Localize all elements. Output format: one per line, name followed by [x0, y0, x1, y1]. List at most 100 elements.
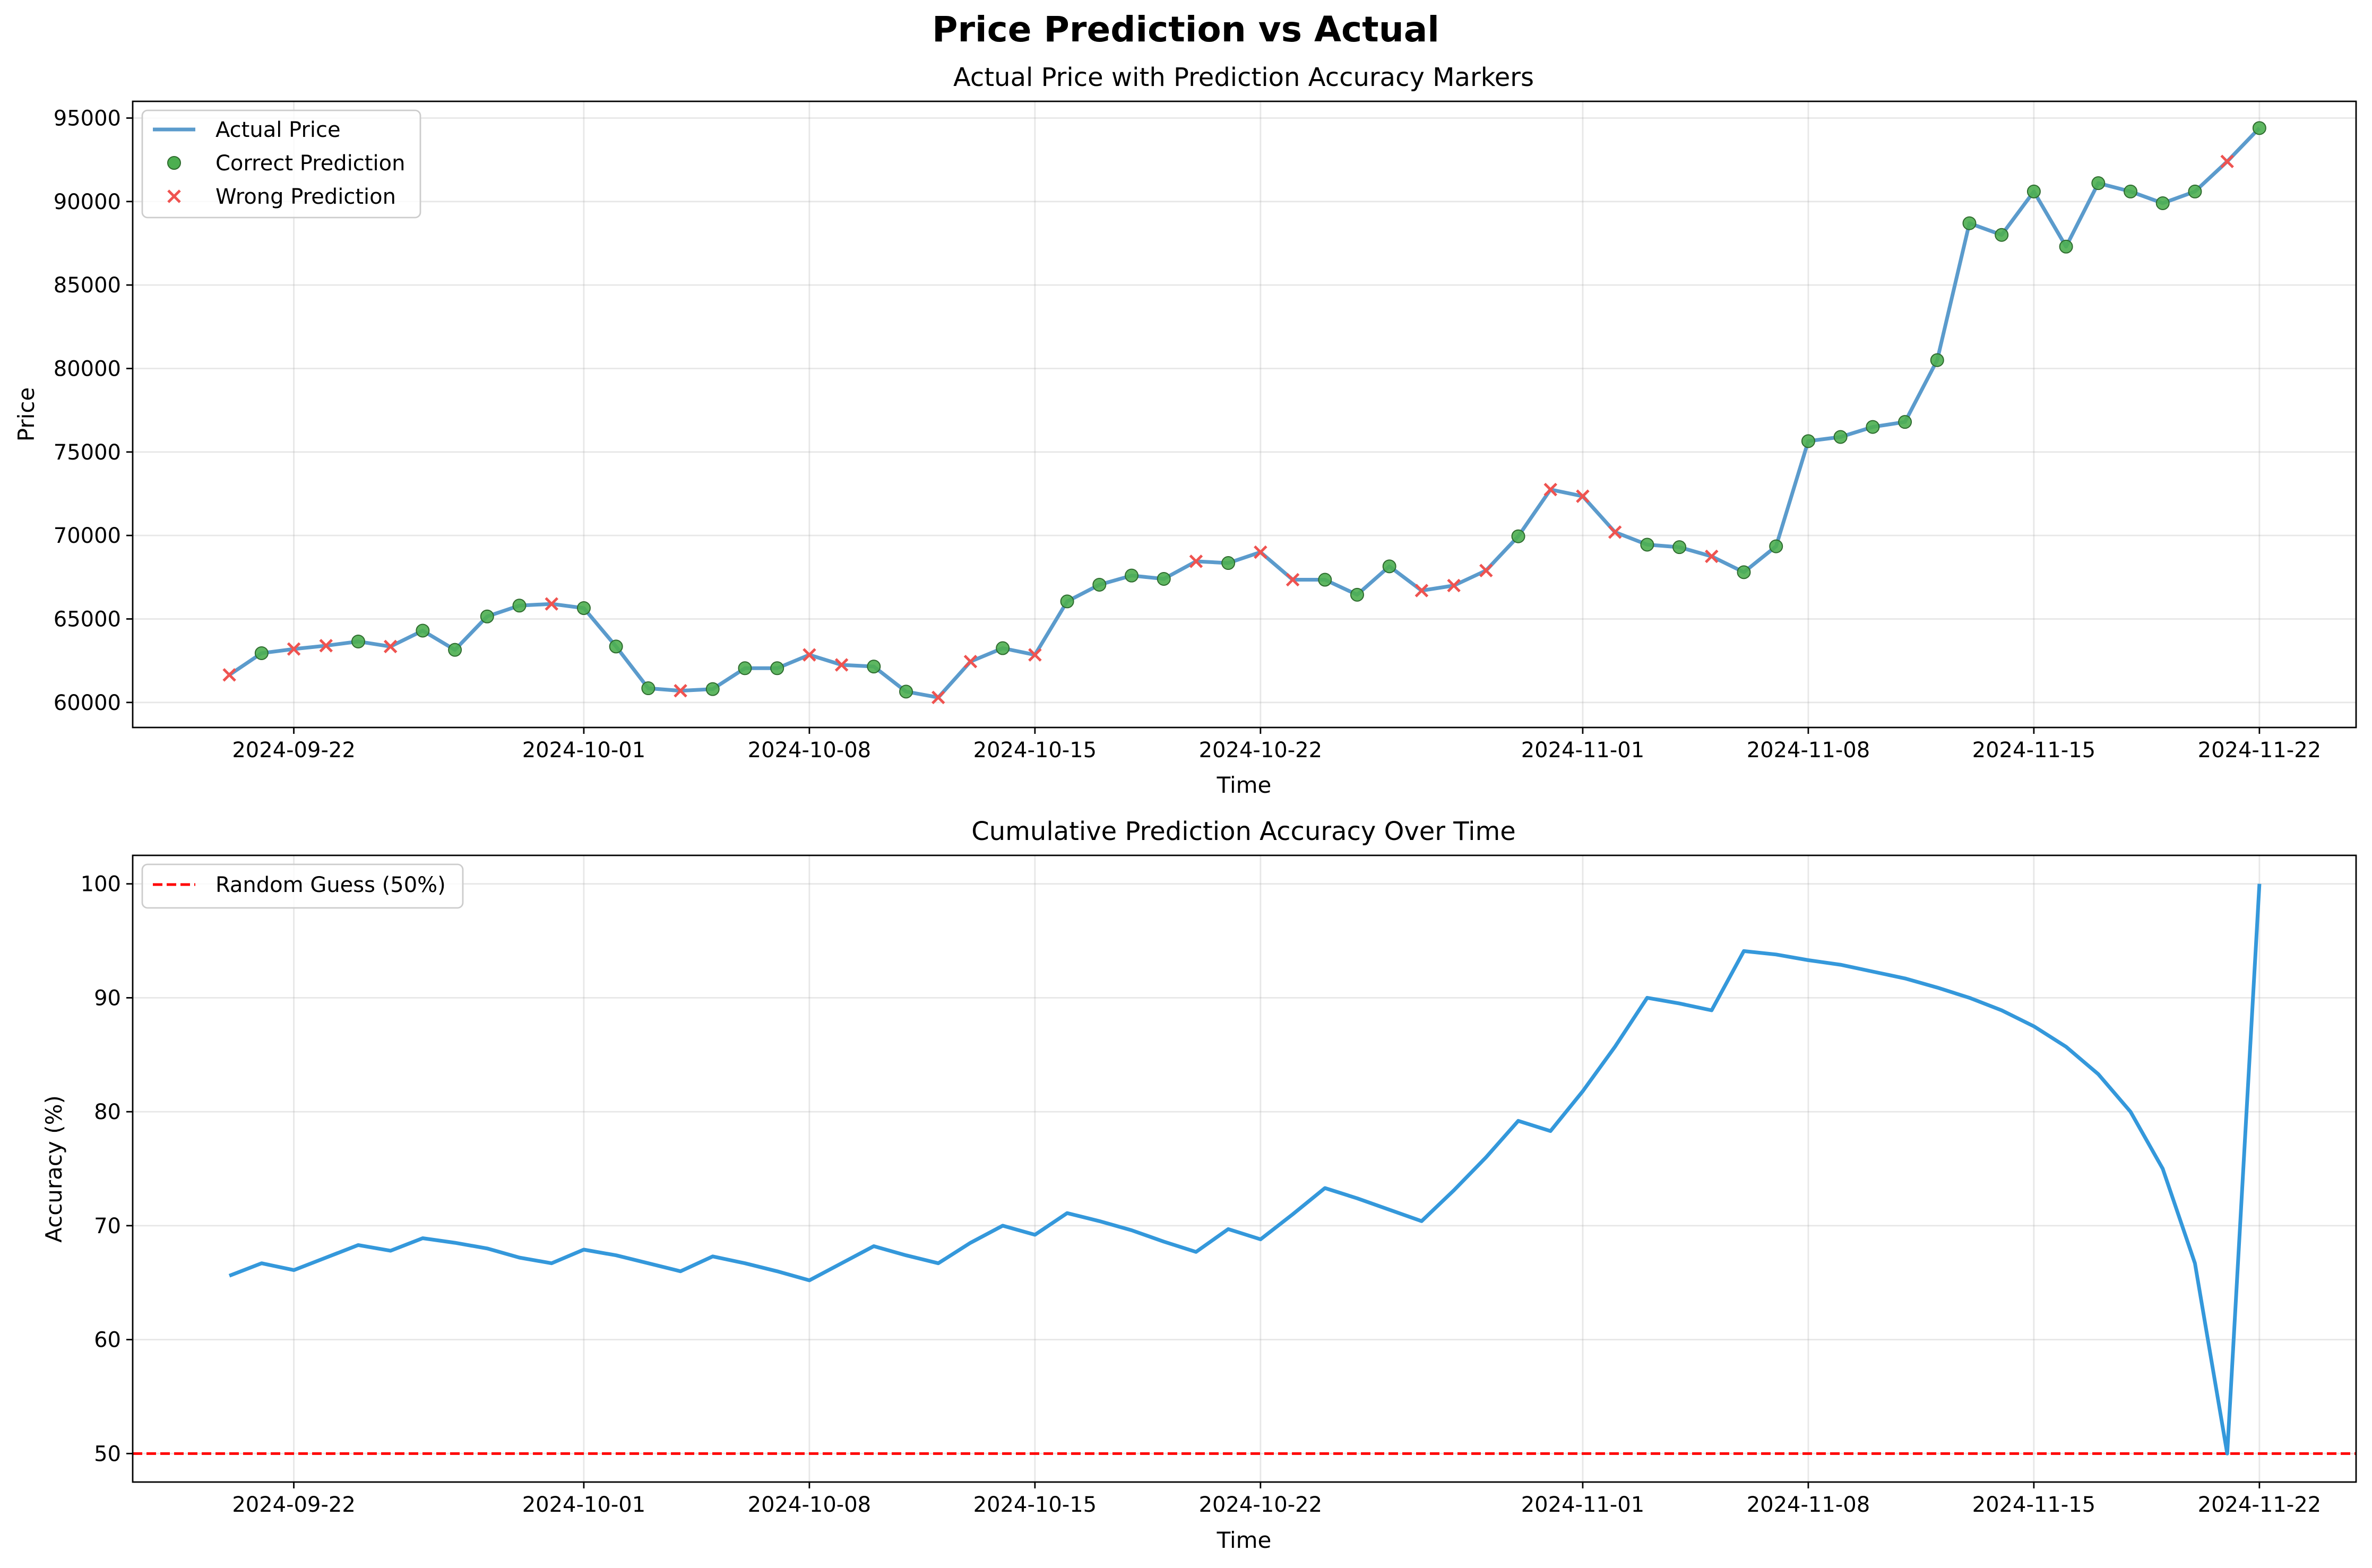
correct-prediction-marker: [1511, 529, 1525, 543]
wrong-prediction-marker: [319, 639, 333, 653]
price-xtick-label: 2024-11-01: [1521, 738, 1644, 763]
correct-prediction-marker: [770, 661, 784, 675]
accuracy-chart-series: [133, 883, 2356, 1456]
price-chart-ylabel: Price: [13, 387, 39, 441]
price-xtick-label: 2024-10-01: [522, 738, 645, 763]
accuracy-xtick-label: 2024-11-15: [1972, 1493, 2095, 1517]
wrong-prediction-marker: [1705, 549, 1719, 564]
correct-prediction-marker: [2091, 176, 2106, 190]
price-xtick-label: 2024-09-22: [232, 738, 355, 763]
wrong-prediction-marker: [834, 658, 849, 672]
price-ytick-label: 95000: [54, 106, 121, 131]
correct-prediction-marker: [609, 639, 623, 654]
price-chart-ticks: 2024-09-22 2024-10-01 2024-10-08 2024-10-15…: [54, 106, 2321, 763]
wrong-prediction-marker: [803, 648, 816, 662]
correct-prediction-marker: [1769, 539, 1783, 553]
correct-prediction-marker: [641, 681, 655, 696]
correct-prediction-marker: [1221, 556, 1236, 570]
legend-wrong-prediction: Wrong Prediction: [215, 185, 396, 209]
wrong-prediction-marker: [2220, 154, 2234, 169]
correct-prediction-marker: [1060, 594, 1074, 609]
actual-price-line: [228, 126, 2261, 699]
wrong-prediction-marker: [1479, 564, 1493, 577]
correct-prediction-marker: [1930, 353, 1944, 367]
accuracy-legend-frame: [141, 863, 464, 909]
price-chart-grid: [133, 101, 2356, 727]
correct-prediction-marker: [1382, 559, 1396, 574]
accuracy-ytick-label: 80: [94, 1100, 121, 1124]
correct-prediction-marker: [1672, 540, 1687, 555]
correct-prediction-marker: [2026, 184, 2041, 198]
accuracy-line: [228, 883, 2262, 1456]
wrong-prediction-marker: [1028, 648, 1042, 662]
price-chart: Actual Price with Prediction Accuracy Ma…: [13, 63, 2357, 798]
price-ytick-label: 60000: [54, 691, 121, 715]
price-xtick-label: 2024-11-15: [1972, 738, 2095, 763]
correct-prediction-marker: [1866, 420, 1880, 434]
correct-prediction-marker: [1092, 577, 1107, 592]
price-xtick-label: 2024-10-08: [748, 738, 871, 763]
wrong-prediction-marker: [287, 642, 301, 656]
accuracy-xtick-label: 2024-10-01: [522, 1493, 645, 1517]
wrong-prediction-marker: [1447, 578, 1461, 593]
accuracy-ytick-label: 60: [94, 1328, 121, 1353]
wrong-prediction-marker: [545, 597, 558, 611]
correct-prediction-marker: [705, 682, 720, 696]
accuracy-xtick-label: 2024-11-01: [1521, 1493, 1644, 1517]
accuracy-xtick-label: 2024-09-22: [232, 1493, 355, 1517]
accuracy-xtick-label: 2024-11-22: [2198, 1493, 2321, 1517]
legend-correct-prediction: Correct Prediction: [215, 151, 405, 176]
correct-prediction-marker: [512, 599, 527, 613]
price-chart-frame: [132, 100, 2357, 729]
correct-prediction-marker: [1833, 430, 1848, 444]
price-xtick-label: 2024-11-22: [2198, 738, 2321, 763]
accuracy-ytick-label: 70: [94, 1214, 121, 1238]
correct-prediction-marker: [254, 646, 269, 660]
wrong-prediction-marker: [674, 684, 687, 698]
wrong-prediction-marker: [1608, 525, 1622, 539]
correct-prediction-marker: [1995, 228, 2009, 242]
correct-prediction-marker: [867, 660, 881, 674]
legend-wrong-prediction-swatch: [167, 189, 181, 203]
correct-prediction-marker: [738, 661, 752, 675]
price-xtick-label: 2024-11-08: [1747, 738, 1870, 763]
wrong-prediction-marker: [1254, 545, 1267, 559]
correct-prediction-marker: [1640, 538, 1654, 552]
correct-prediction-marker: [1962, 216, 1977, 230]
accuracy-ytick-label: 100: [81, 872, 121, 897]
price-chart-series: [222, 121, 2266, 705]
correct-prediction-marker: [899, 685, 913, 699]
accuracy-chart-title: Cumulative Prediction Accuracy Over Time: [971, 817, 1516, 846]
correct-prediction-marker: [1801, 434, 1815, 448]
price-chart-title: Actual Price with Prediction Accuracy Ma…: [953, 63, 1534, 92]
accuracy-chart-legend: Random Guess (50%): [141, 863, 464, 909]
accuracy-chart: Cumulative Prediction Accuracy Over Time…: [41, 817, 2357, 1553]
price-legend-frame: [141, 109, 421, 219]
wrong-prediction-marker: [383, 639, 398, 654]
figure-title: Price Prediction vs Actual: [932, 9, 1439, 50]
wrong-prediction-marker: [931, 690, 945, 705]
correct-prediction-marker: [2124, 184, 2138, 198]
correct-prediction-marker: [1318, 573, 1332, 587]
correct-prediction-marker: [1350, 587, 1364, 602]
correct-prediction-marker: [996, 641, 1010, 655]
wrong-prediction-marker: [1543, 482, 1558, 497]
price-ytick-label: 80000: [54, 357, 121, 381]
accuracy-chart-xlabel: Time: [1217, 1527, 1272, 1553]
correct-prediction-marker: [576, 601, 591, 616]
accuracy-chart-ylabel: Accuracy (%): [41, 1095, 67, 1243]
price-xtick-label: 2024-10-22: [1199, 738, 1322, 763]
wrong-prediction-marker: [1189, 555, 1203, 568]
price-xtick-label: 2024-10-15: [973, 738, 1097, 763]
correct-prediction-marker: [351, 634, 365, 648]
wrong-prediction-marker: [1286, 573, 1300, 587]
accuracy-xtick-label: 2024-11-08: [1747, 1493, 1870, 1517]
correct-prediction-marker: [2059, 239, 2073, 254]
wrong-prediction-marker: [1576, 489, 1590, 503]
accuracy-chart-ticks: 2024-09-22 2024-10-01 2024-10-08 2024-10-15…: [81, 872, 2321, 1517]
correct-prediction-marker: [2188, 184, 2202, 198]
correct-prediction-marker: [1157, 571, 1171, 586]
correct-prediction-marker: [1125, 568, 1139, 583]
accuracy-xtick-label: 2024-10-08: [748, 1493, 871, 1517]
accuracy-ytick-label: 90: [94, 986, 121, 1010]
